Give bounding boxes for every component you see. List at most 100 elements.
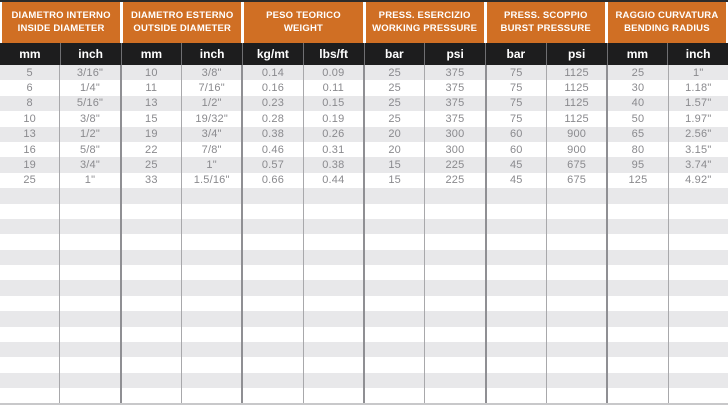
table-cell bbox=[0, 388, 59, 403]
table-cell bbox=[59, 218, 119, 235]
group-header-outside-diameter-italian: DIAMETRO ESTERNO bbox=[131, 10, 234, 21]
table-cell: 1/2" bbox=[59, 126, 119, 142]
table-cell bbox=[0, 357, 59, 372]
table-cell: 60 bbox=[484, 126, 546, 142]
table-cell bbox=[0, 373, 59, 388]
table-cell: 7/8" bbox=[180, 141, 241, 158]
unit-header-inside-diameter-1: inch bbox=[59, 43, 121, 65]
table-cell bbox=[241, 188, 302, 204]
table-cell bbox=[424, 234, 484, 250]
table-cell: 8 bbox=[26, 97, 33, 110]
table-cell bbox=[302, 295, 363, 312]
group-header-working-pressure-english: WORKING PRESSURE bbox=[372, 22, 478, 34]
table-cell bbox=[302, 218, 363, 235]
table-cell bbox=[241, 203, 302, 219]
table-cell: 900 bbox=[545, 141, 606, 158]
table-row-empty bbox=[0, 249, 728, 266]
table-cell bbox=[302, 249, 363, 266]
table-cell bbox=[302, 234, 363, 250]
table-cell bbox=[119, 295, 181, 312]
table-cell bbox=[362, 372, 424, 389]
table-cell: 0.57 bbox=[241, 157, 302, 173]
table-cell bbox=[0, 327, 59, 342]
group-header-working-pressure-italian: PRESS. ESERCIZIO bbox=[378, 10, 471, 21]
table-row-empty bbox=[0, 388, 728, 403]
table-cell bbox=[362, 342, 424, 358]
table-cell bbox=[424, 357, 484, 373]
table-cell: 75 bbox=[484, 95, 546, 112]
table-cell bbox=[667, 265, 728, 281]
table-cell bbox=[59, 234, 119, 250]
table-cell: 22 bbox=[119, 141, 181, 158]
table-cell: 300 bbox=[424, 126, 484, 142]
table-cell: 1.5/16" bbox=[180, 172, 241, 189]
table-cell: 16 bbox=[23, 143, 36, 156]
table-body: 5 3/16" 10 3/8" 0.14 0.09 25 375 75 1125 25 1" 6 1/4"… bbox=[0, 65, 728, 405]
table-cell: 1/4" bbox=[59, 80, 119, 96]
table-cell bbox=[119, 265, 181, 281]
table-row-empty bbox=[0, 265, 728, 281]
table-cell bbox=[241, 326, 302, 343]
table-cell bbox=[484, 295, 546, 312]
group-header-outside-diameter-english: OUTSIDE DIAMETER bbox=[133, 22, 232, 34]
table-cell bbox=[667, 357, 728, 373]
table-cell: 1125 bbox=[545, 111, 606, 127]
table-cell: 225 bbox=[424, 172, 484, 189]
table-cell bbox=[424, 388, 484, 403]
table-cell: 375 bbox=[424, 111, 484, 127]
table-cell: 675 bbox=[545, 172, 606, 189]
table-cell bbox=[302, 311, 363, 327]
table-cell: 2.56" bbox=[667, 126, 728, 142]
table-cell bbox=[59, 265, 119, 281]
table-cell: 15 bbox=[119, 111, 181, 127]
table-cell bbox=[484, 218, 546, 235]
table-cell bbox=[302, 203, 363, 219]
table-cell: 5/8" bbox=[59, 141, 119, 158]
group-header-outside-diameter: DIAMETRO ESTERNO OUTSIDE DIAMETER bbox=[123, 2, 242, 43]
table-cell bbox=[59, 311, 119, 327]
table-cell: 0.28 bbox=[241, 111, 302, 127]
table-cell bbox=[0, 188, 59, 203]
table-cell: 0.44 bbox=[302, 172, 363, 189]
table-cell: 1125 bbox=[545, 80, 606, 96]
table-cell: 1.97" bbox=[667, 111, 728, 127]
table-cell bbox=[362, 188, 424, 204]
table-cell bbox=[180, 326, 241, 343]
table-cell bbox=[606, 249, 667, 266]
table-cell: 0.26 bbox=[302, 126, 363, 142]
table-cell: 45 bbox=[484, 172, 546, 189]
table-cell bbox=[424, 188, 484, 204]
table-row-empty bbox=[0, 357, 728, 373]
table-cell bbox=[606, 280, 667, 296]
table-cell bbox=[0, 296, 59, 311]
table-cell bbox=[667, 203, 728, 219]
table-cell bbox=[59, 388, 119, 403]
table-cell: 1" bbox=[667, 65, 728, 81]
table-cell: 10 bbox=[119, 65, 181, 81]
table-row-empty bbox=[0, 342, 728, 358]
table-cell: 1.57" bbox=[667, 95, 728, 112]
table-row-empty bbox=[0, 326, 728, 343]
table-cell: 300 bbox=[424, 141, 484, 158]
table-cell: 1125 bbox=[545, 65, 606, 81]
table-row-empty bbox=[0, 372, 728, 389]
table-cell: 375 bbox=[424, 95, 484, 112]
table-cell bbox=[0, 280, 59, 295]
table-row: 13 1/2" 19 3/4" 0.38 0.26 20 300 60 900 65 2.56" bbox=[0, 126, 728, 142]
group-header-bending-radius-italian: RAGGIO CURVATURA bbox=[615, 10, 719, 21]
table-cell bbox=[241, 342, 302, 358]
table-cell: 1125 bbox=[545, 95, 606, 112]
table-cell bbox=[180, 372, 241, 389]
table-cell bbox=[606, 372, 667, 389]
table-cell bbox=[484, 388, 546, 403]
table-cell bbox=[119, 357, 181, 373]
table-cell bbox=[545, 249, 606, 266]
table-row-empty bbox=[0, 234, 728, 250]
table-cell: 25 bbox=[362, 80, 424, 96]
table-cell bbox=[302, 280, 363, 296]
table-cell: 3/8" bbox=[59, 111, 119, 127]
table-cell: 60 bbox=[484, 141, 546, 158]
unit-header-row: mm inch mm inch kg/mt lbs/ft bar psi bar psi mm inc… bbox=[0, 43, 728, 65]
table-cell bbox=[59, 188, 119, 204]
table-cell: 3.15" bbox=[667, 141, 728, 158]
